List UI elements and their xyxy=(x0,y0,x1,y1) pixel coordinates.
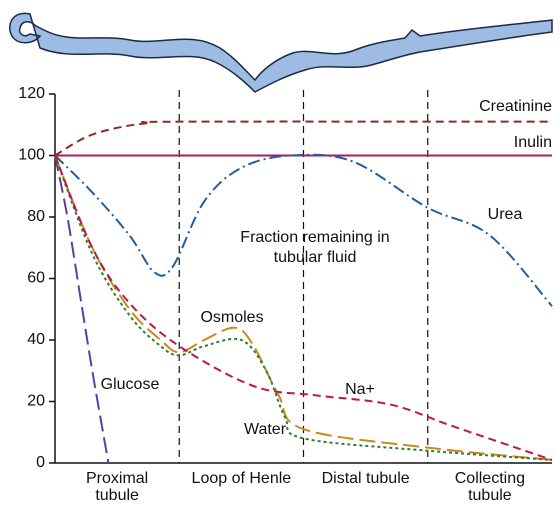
y-tick-label: 20 xyxy=(27,393,45,410)
series-label: Na+ xyxy=(345,381,375,398)
y-tick-label: 60 xyxy=(27,270,45,287)
data-line xyxy=(54,155,553,461)
data-line xyxy=(54,155,553,461)
series-label: Osmoles xyxy=(200,309,263,326)
y-tick-label: 100 xyxy=(18,147,45,164)
annotation: Fraction remaining in tubular fluid xyxy=(240,229,390,266)
data-line xyxy=(54,120,553,157)
x-category-label: Loop of Henle xyxy=(191,470,292,487)
tubule-drawing xyxy=(9,12,553,93)
series-label: Inulin xyxy=(514,134,552,151)
y-tick-label: 0 xyxy=(36,454,45,471)
series-label: Water xyxy=(244,421,287,438)
data-line xyxy=(54,155,553,461)
x-category-label: Distal tubule xyxy=(321,470,410,487)
x-category-label: Proximal tubule xyxy=(86,470,149,504)
series-label: Urea xyxy=(488,206,523,223)
y-tick-label: 120 xyxy=(18,85,45,102)
x-category-label: Collecting tubule xyxy=(454,470,525,504)
data-line xyxy=(54,153,553,307)
series-label: Glucose xyxy=(101,376,160,393)
y-tick-label: 40 xyxy=(27,331,45,348)
y-tick-label: 80 xyxy=(27,208,45,225)
series-label: Creatinine xyxy=(479,98,552,115)
data-line xyxy=(54,155,110,464)
